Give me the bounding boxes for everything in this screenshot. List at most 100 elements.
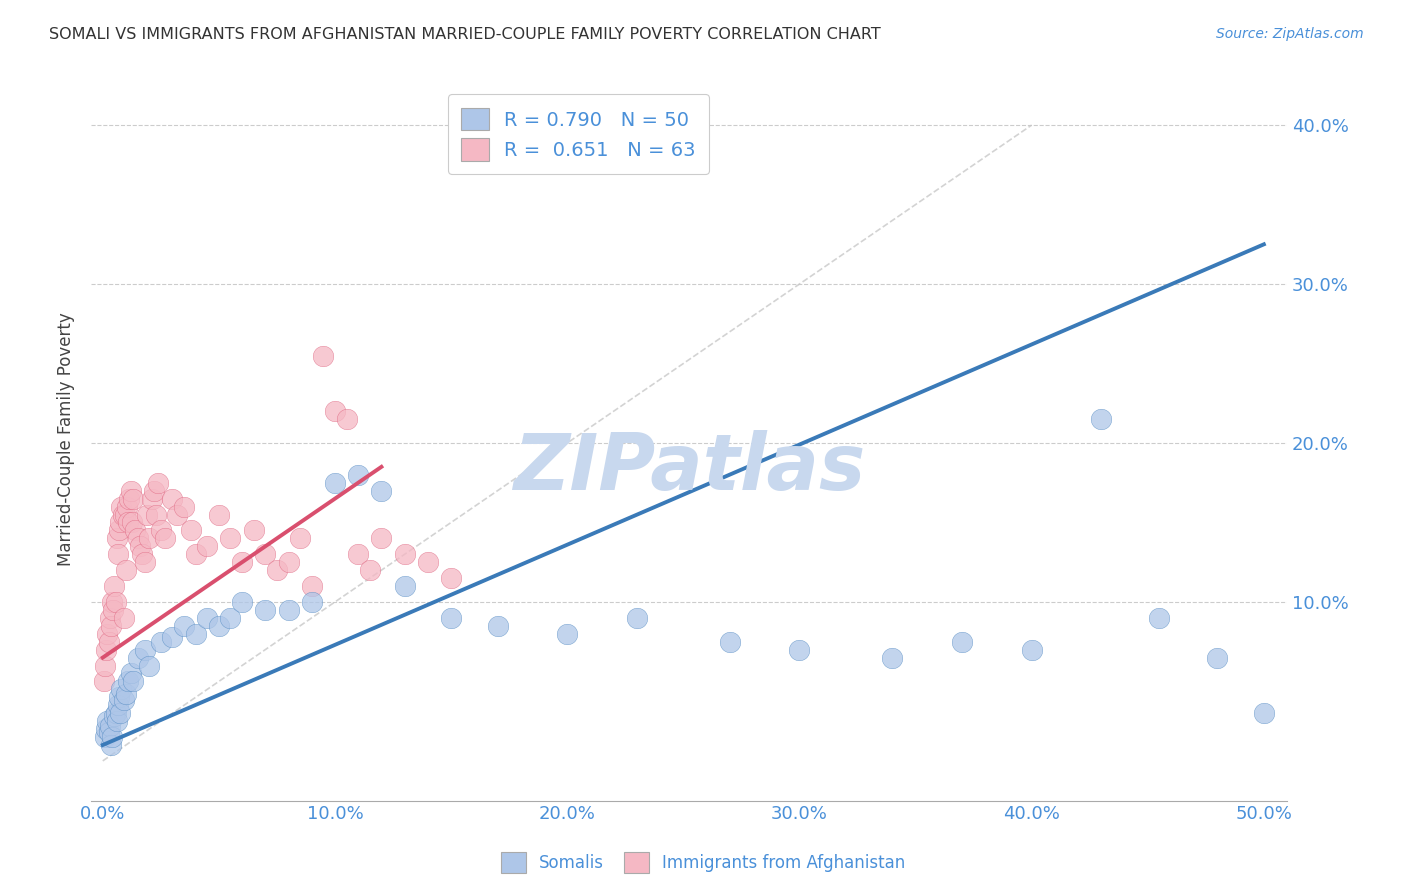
Point — [107, 698, 129, 713]
Point — [98, 719, 121, 733]
Point — [110, 682, 132, 697]
Point — [718, 634, 741, 648]
Point — [1090, 412, 1112, 426]
Y-axis label: Married-Couple Family Poverty: Married-Couple Family Poverty — [58, 312, 75, 566]
Point — [173, 619, 195, 633]
Legend: R = 0.790   N = 50, R =  0.651   N = 63: R = 0.790 N = 50, R = 0.651 N = 63 — [447, 95, 709, 174]
Point — [208, 619, 231, 633]
Point — [111, 508, 134, 522]
Point — [142, 483, 165, 498]
Point — [155, 532, 177, 546]
Text: ZIPatlas: ZIPatlas — [513, 430, 865, 506]
Point — [122, 674, 145, 689]
Point — [359, 563, 381, 577]
Point — [347, 467, 370, 482]
Point — [134, 642, 156, 657]
Point — [134, 555, 156, 569]
Point — [127, 532, 149, 546]
Point — [1253, 706, 1275, 721]
Point — [101, 595, 124, 609]
Point — [103, 603, 125, 617]
Point — [121, 516, 143, 530]
Point — [242, 524, 264, 538]
Point — [254, 603, 277, 617]
Point — [149, 524, 172, 538]
Text: Source: ZipAtlas.com: Source: ZipAtlas.com — [1216, 27, 1364, 41]
Point — [950, 634, 973, 648]
Point — [184, 547, 207, 561]
Point — [104, 706, 127, 721]
Point — [108, 524, 131, 538]
Point — [1149, 611, 1171, 625]
Point — [120, 666, 142, 681]
Point — [555, 626, 578, 640]
Point — [394, 579, 416, 593]
Point — [301, 595, 323, 609]
Point — [108, 516, 131, 530]
Point — [118, 491, 141, 506]
Point — [180, 524, 202, 538]
Point — [149, 634, 172, 648]
Point — [789, 642, 811, 657]
Point — [312, 349, 335, 363]
Point — [108, 706, 131, 721]
Point — [486, 619, 509, 633]
Point — [114, 508, 136, 522]
Point — [122, 491, 145, 506]
Point — [96, 626, 118, 640]
Point — [138, 532, 160, 546]
Point — [94, 658, 117, 673]
Point — [100, 619, 122, 633]
Point — [96, 642, 118, 657]
Point — [96, 714, 118, 728]
Point — [347, 547, 370, 561]
Point — [105, 532, 128, 546]
Point — [370, 532, 392, 546]
Point — [162, 630, 184, 644]
Point — [370, 483, 392, 498]
Point — [254, 547, 277, 561]
Point — [323, 475, 346, 490]
Point — [129, 539, 152, 553]
Point — [141, 491, 163, 506]
Point — [184, 626, 207, 640]
Point — [1206, 650, 1229, 665]
Point — [138, 658, 160, 673]
Point — [96, 722, 118, 736]
Point — [195, 539, 218, 553]
Point — [440, 611, 463, 625]
Point — [120, 483, 142, 498]
Point — [219, 611, 242, 625]
Point — [104, 595, 127, 609]
Point — [115, 563, 138, 577]
Point — [127, 650, 149, 665]
Point — [112, 693, 135, 707]
Point — [108, 690, 131, 705]
Point — [135, 508, 157, 522]
Point — [94, 730, 117, 744]
Point — [124, 524, 146, 538]
Point — [219, 532, 242, 546]
Point — [882, 650, 904, 665]
Point — [103, 709, 125, 723]
Point — [100, 738, 122, 752]
Point — [117, 674, 139, 689]
Point — [1021, 642, 1043, 657]
Point — [301, 579, 323, 593]
Point — [112, 611, 135, 625]
Point — [110, 500, 132, 514]
Point — [115, 500, 138, 514]
Point — [131, 547, 153, 561]
Text: SOMALI VS IMMIGRANTS FROM AFGHANISTAN MARRIED-COUPLE FAMILY POVERTY CORRELATION : SOMALI VS IMMIGRANTS FROM AFGHANISTAN MA… — [49, 27, 882, 42]
Point — [173, 500, 195, 514]
Point — [266, 563, 288, 577]
Point — [626, 611, 648, 625]
Point — [117, 516, 139, 530]
Point — [162, 491, 184, 506]
Point — [103, 579, 125, 593]
Point — [101, 730, 124, 744]
Point — [416, 555, 439, 569]
Legend: Somalis, Immigrants from Afghanistan: Somalis, Immigrants from Afghanistan — [494, 846, 912, 880]
Point — [336, 412, 359, 426]
Point — [166, 508, 188, 522]
